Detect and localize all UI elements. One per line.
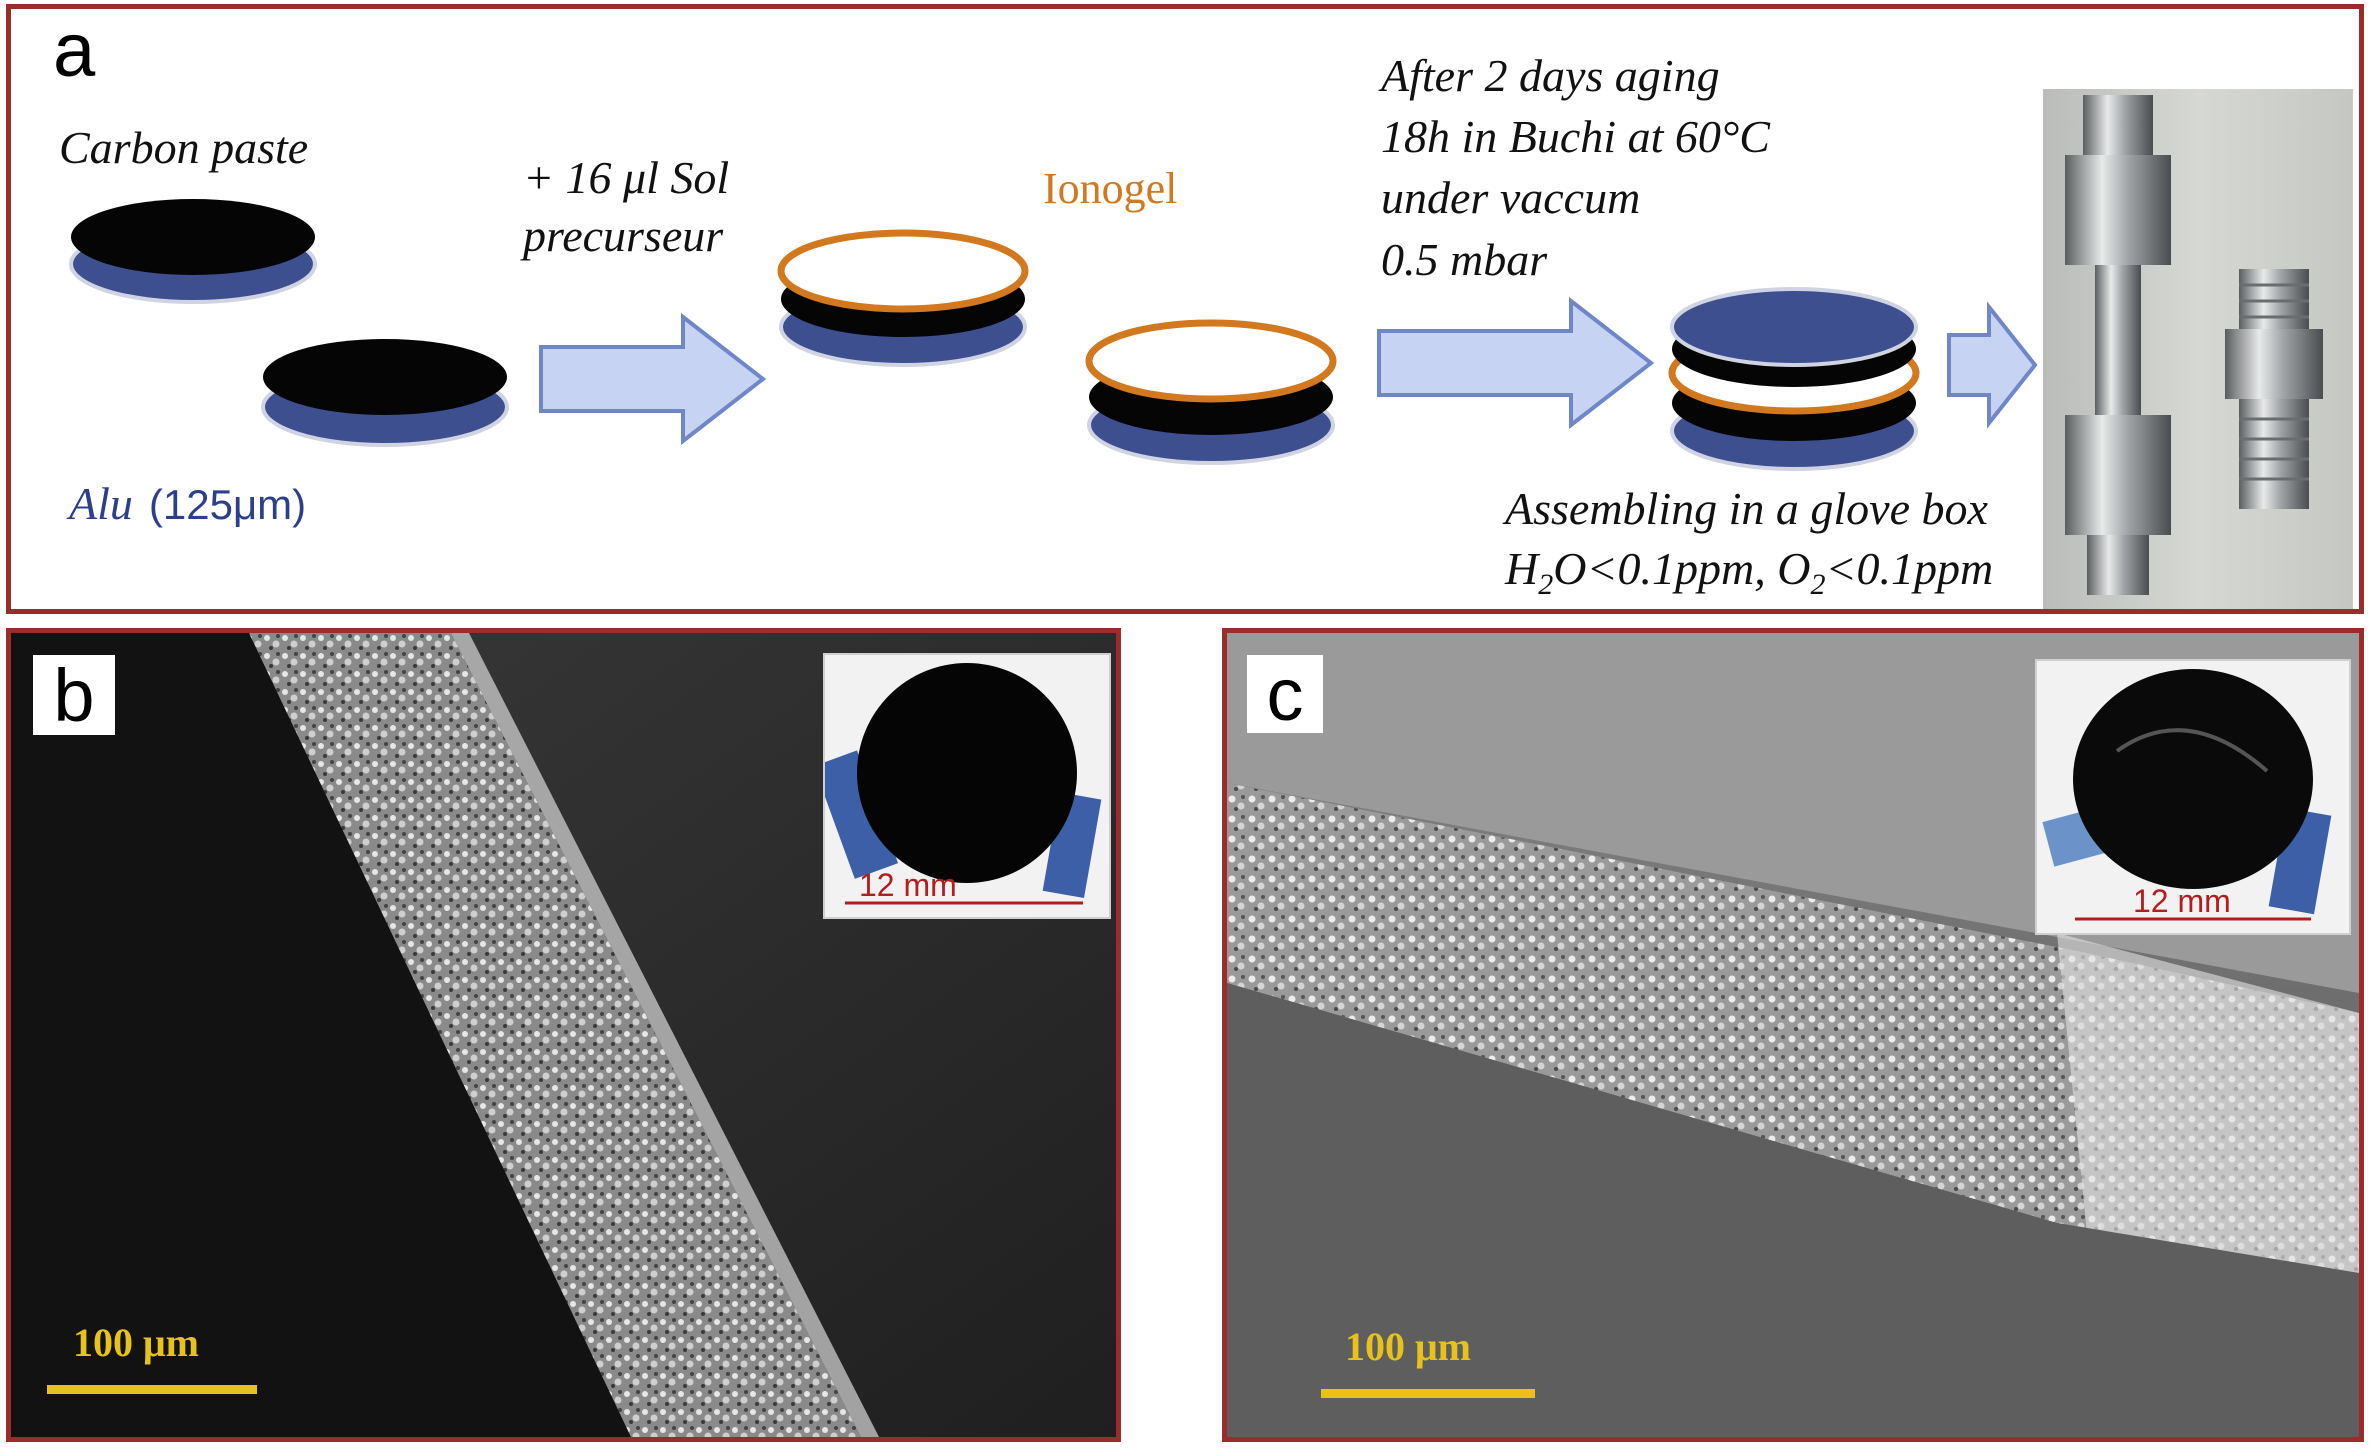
inset-disc-b bbox=[825, 663, 1102, 905]
scale-bar-label-b: 100 μm bbox=[73, 1320, 199, 1365]
panel-a-letter: a bbox=[53, 8, 96, 93]
ionogel-label: Ionogel bbox=[1043, 164, 1178, 213]
aging-conditions-text: After 2 days aging 18h in Buchi at 60°C … bbox=[1381, 45, 1770, 290]
scale-bar-c bbox=[1321, 1389, 1535, 1398]
panel-b: b 12 mm 100 μm bbox=[6, 628, 1121, 1442]
swagelok-cell-illustration bbox=[2065, 95, 2323, 595]
o2-sub: 2 bbox=[1810, 567, 1826, 601]
inset-scale-label-c: 12 mm bbox=[2133, 883, 2231, 919]
assembled-cell-diagram bbox=[1668, 287, 1920, 471]
arrow-3 bbox=[1947, 301, 2038, 429]
panel-c-letter: c bbox=[1247, 653, 1323, 736]
h2o-h: H bbox=[1505, 542, 1539, 594]
panel-a: a Carbon paste Alu (125μm) + 16 μl Sol p… bbox=[6, 4, 2364, 614]
aging-line-4: 0.5 mbar bbox=[1381, 233, 1548, 285]
scale-bar-label-c: 100 μm bbox=[1345, 1324, 1471, 1369]
ionogel-electrode-diagrams bbox=[777, 229, 1337, 465]
carbon-paste-label: Carbon paste bbox=[59, 122, 309, 173]
electrode-3-ionogel bbox=[777, 229, 1029, 313]
o2-rest: <0.1ppm bbox=[1825, 542, 1994, 594]
swagelok-cell-photo bbox=[2043, 89, 2353, 609]
electrode-1-carbon bbox=[71, 199, 315, 275]
electrode-diagrams-left bbox=[69, 199, 509, 447]
sol-line-2: precurseur bbox=[523, 209, 724, 261]
inset-photo-b: 12 mm bbox=[823, 653, 1111, 919]
arrow-1 bbox=[539, 312, 767, 446]
h2o-sub: 2 bbox=[1538, 567, 1554, 601]
alu-thickness: (125μm) bbox=[148, 481, 307, 528]
sol-line-1: + 16 μl Sol bbox=[523, 152, 730, 203]
assembly-line-2: H2O<0.1ppm, O2<0.1ppm bbox=[1505, 539, 1993, 604]
assembly-conditions-text: Assembling in a glove box H2O<0.1ppm, O2… bbox=[1505, 479, 1993, 604]
assembly-line-1: Assembling in a glove box bbox=[1505, 483, 1988, 534]
scale-bar-b bbox=[47, 1385, 257, 1394]
inset-disc-c bbox=[2042, 669, 2332, 921]
h2o-rest: O<0.1ppm, O bbox=[1553, 542, 1811, 594]
panel-b-letter: b bbox=[33, 654, 115, 737]
inset-photo-c: 12 mm bbox=[2035, 659, 2351, 935]
aging-line-1: After 2 days aging bbox=[1381, 50, 1720, 101]
electrode-2-carbon bbox=[263, 339, 507, 415]
panel-c: c 12 mm 100 μm bbox=[1222, 628, 2364, 1442]
arrow-2 bbox=[1377, 296, 1655, 430]
aging-line-2: 18h in Buchi at 60°C bbox=[1381, 111, 1770, 163]
aging-line-3: under vaccum bbox=[1381, 172, 1641, 224]
alu-label: Alu bbox=[69, 478, 133, 529]
electrode-4-ionogel bbox=[1085, 319, 1337, 403]
alu-label-group: Alu (125μm) bbox=[69, 477, 306, 530]
stack-top-alu bbox=[1670, 287, 1918, 367]
sol-precursor-text: + 16 μl Sol precurseur bbox=[523, 149, 729, 264]
inset-scale-label-b: 12 mm bbox=[859, 867, 957, 903]
